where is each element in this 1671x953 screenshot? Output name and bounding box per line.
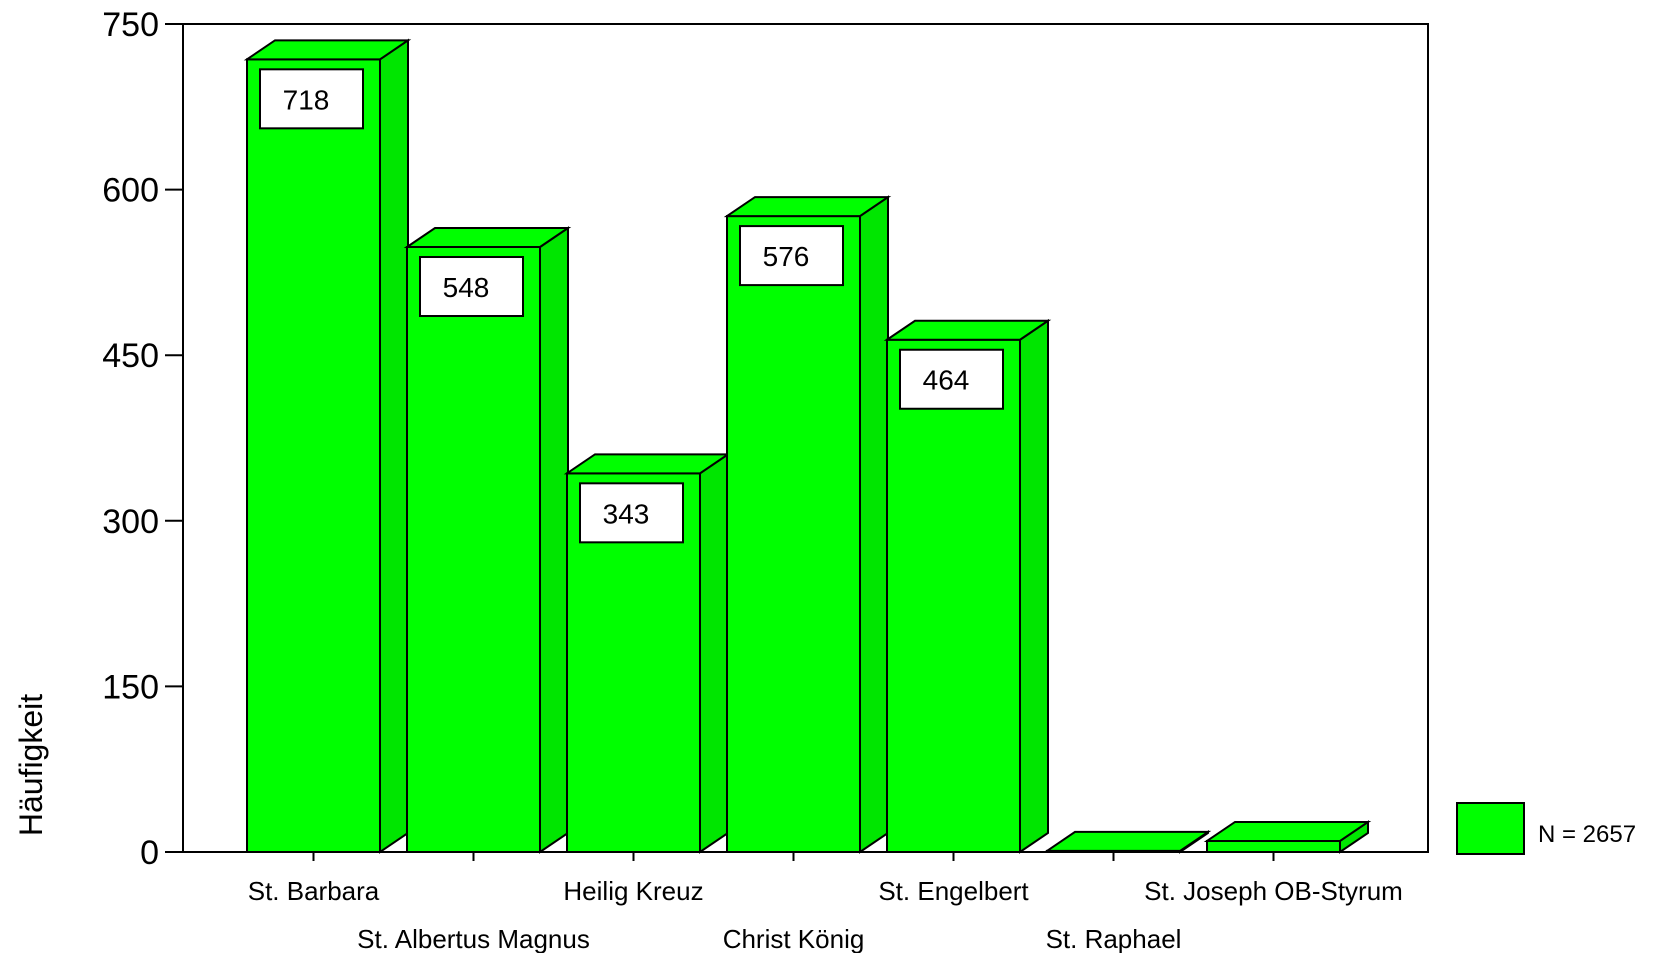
bar-side bbox=[699, 452, 729, 854]
data-label: 343 bbox=[603, 498, 650, 529]
bar-side bbox=[1019, 318, 1049, 854]
bar bbox=[1206, 839, 1341, 854]
data-label: 548 bbox=[443, 272, 490, 303]
data-label-box bbox=[579, 482, 684, 544]
x-tick-label: St. Barbara bbox=[248, 876, 380, 906]
bar-top bbox=[1203, 820, 1372, 842]
y-axis-title: Häufigkeit bbox=[13, 694, 49, 836]
x-tick-label: St. Raphael bbox=[1046, 924, 1182, 953]
x-tick-label: St. Joseph OB-Styrum bbox=[1144, 876, 1403, 906]
y-tick-label: 300 bbox=[102, 503, 159, 541]
legend-swatch bbox=[1456, 802, 1525, 855]
data-label-box bbox=[739, 225, 844, 287]
bar-top bbox=[403, 227, 572, 249]
bar-top bbox=[563, 453, 732, 475]
y-tick-label: 150 bbox=[102, 668, 159, 706]
bar-top bbox=[243, 39, 412, 61]
data-label-box bbox=[899, 348, 1004, 410]
bar-top bbox=[883, 319, 1052, 341]
bar bbox=[726, 215, 861, 853]
data-label: 718 bbox=[283, 84, 330, 115]
data-label: 464 bbox=[923, 365, 970, 396]
y-tick-label: 0 bbox=[140, 834, 159, 872]
x-tick-label: Christ König bbox=[723, 924, 865, 953]
x-tick-label: St. Albertus Magnus bbox=[357, 924, 590, 953]
bar bbox=[886, 338, 1021, 853]
data-label-box bbox=[259, 68, 364, 130]
legend: N = 2657 bbox=[1456, 802, 1636, 855]
legend-label: N = 2657 bbox=[1538, 821, 1636, 848]
bar bbox=[246, 58, 381, 853]
bar-top bbox=[1043, 830, 1212, 852]
x-tick-label: Heilig Kreuz bbox=[563, 876, 703, 906]
y-tick-label: 600 bbox=[102, 172, 159, 210]
x-tick-label: St. Engelbert bbox=[878, 876, 1029, 906]
bar-top bbox=[723, 196, 892, 218]
bar-side bbox=[859, 195, 889, 854]
y-tick-label: 450 bbox=[102, 337, 159, 375]
bar-side bbox=[539, 226, 569, 854]
bar-side bbox=[379, 38, 409, 854]
y-tick-label: 750 bbox=[102, 6, 159, 44]
data-label-box bbox=[419, 256, 524, 318]
bar bbox=[406, 246, 541, 853]
data-label: 576 bbox=[763, 241, 810, 272]
